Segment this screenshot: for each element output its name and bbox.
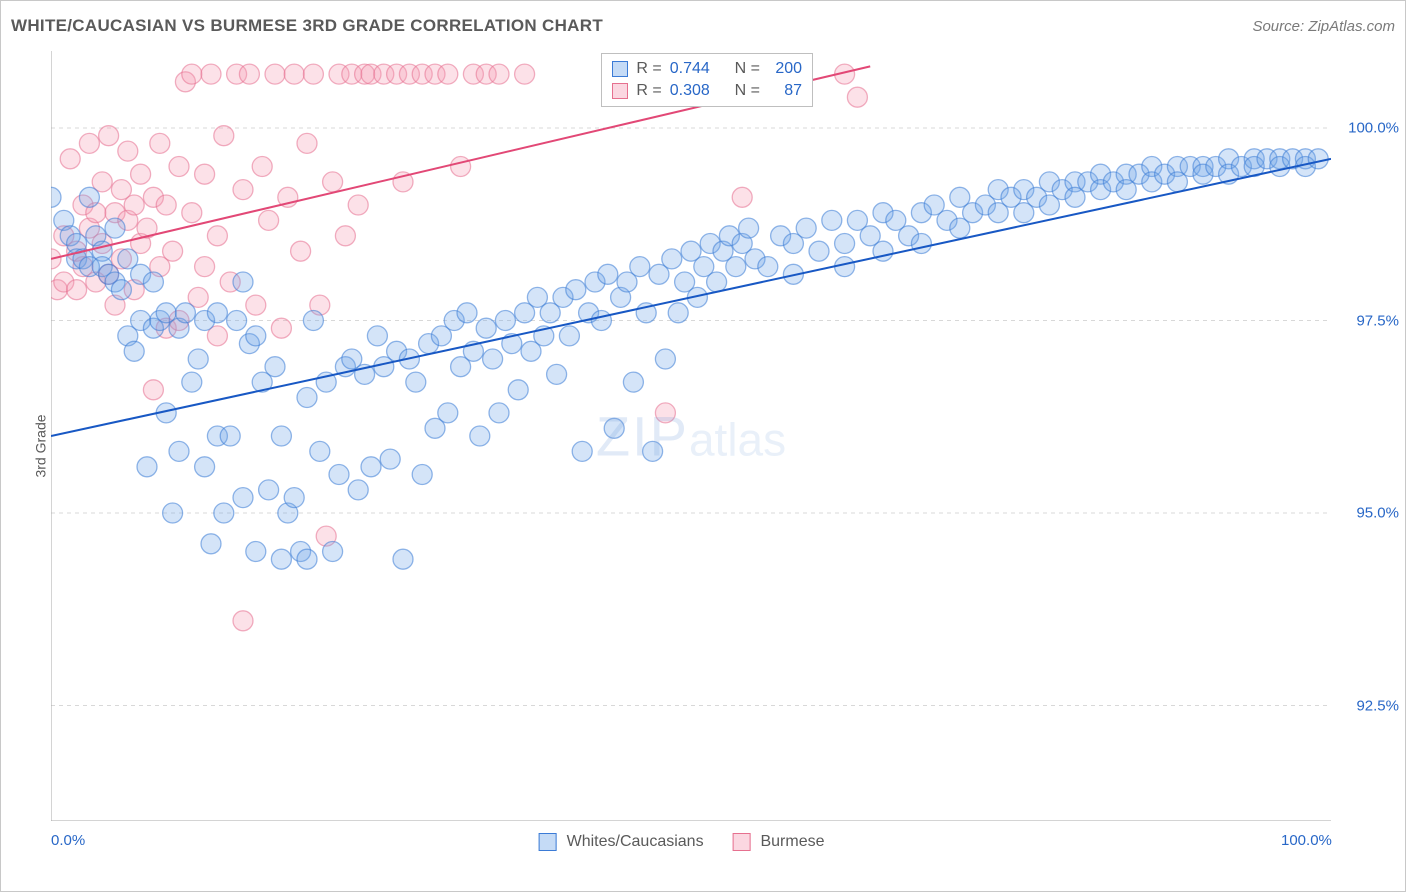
y-axis-label: 3rd Grade <box>33 414 49 477</box>
legend-label-burmese: Burmese <box>760 833 824 851</box>
legend-label-whites: Whites/Caucasians <box>567 833 704 851</box>
y-tick-label: 100.0% <box>1348 120 1399 137</box>
y-tick-label: 92.5% <box>1356 697 1399 714</box>
x-tick-label: 0.0% <box>51 832 85 849</box>
scatter-plot-svg <box>51 51 1331 821</box>
chart-container: WHITE/CAUCASIAN VS BURMESE 3RD GRADE COR… <box>0 0 1406 892</box>
title-bar: WHITE/CAUCASIAN VS BURMESE 3RD GRADE COR… <box>11 11 1395 41</box>
r-label: R = <box>636 82 661 100</box>
chart-title: WHITE/CAUCASIAN VS BURMESE 3RD GRADE COR… <box>11 16 603 36</box>
correlation-legend: R = 0.744 N = 200 R = 0.308 N = 87 <box>601 53 813 107</box>
n-value: 200 <box>768 60 802 78</box>
r-value: 0.744 <box>670 60 710 78</box>
series-legend: Whites/Caucasians Burmese <box>539 833 844 851</box>
plot-region: ZIPatlas R =0.744 N =200R =0.308 N =87 W… <box>51 51 1331 821</box>
legend-swatch-icon <box>539 833 557 851</box>
n-label: N = <box>735 82 760 100</box>
x-tick-label: 100.0% <box>1281 832 1332 849</box>
n-value: 87 <box>768 82 802 100</box>
legend-swatch-icon <box>612 83 628 99</box>
r-value: 0.308 <box>670 82 710 100</box>
y-tick-label: 95.0% <box>1356 505 1399 522</box>
r-label: R = <box>636 60 661 78</box>
legend-swatch-icon <box>612 61 628 77</box>
legend-swatch-icon <box>732 833 750 851</box>
source-attribution: Source: ZipAtlas.com <box>1252 18 1395 35</box>
legend-row-whites: R = 0.744 N = 200 <box>612 58 802 80</box>
n-label: N = <box>735 60 760 78</box>
y-tick-label: 97.5% <box>1356 312 1399 329</box>
legend-row-burmese: R = 0.308 N = 87 <box>612 80 802 102</box>
